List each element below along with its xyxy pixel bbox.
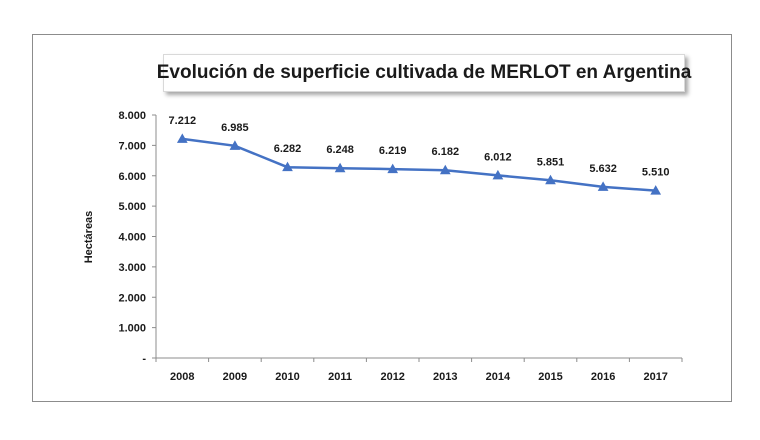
y-tick-label: 6.000 bbox=[118, 171, 146, 183]
y-tick-label: 7.000 bbox=[118, 140, 146, 152]
x-tick-label: 2011 bbox=[328, 371, 352, 383]
data-point-marker bbox=[282, 161, 293, 172]
data-point-marker bbox=[176, 133, 188, 143]
y-tick-labels: - 1.000 2.000 3.000 4.000 5.000 6.000 7.000 8.00… bbox=[118, 110, 146, 365]
data-label: 5.851 bbox=[537, 156, 565, 168]
x-tick-label: 2015 bbox=[538, 371, 562, 383]
data-label: 6.219 bbox=[379, 145, 407, 157]
chart-frame bbox=[32, 34, 732, 402]
axes bbox=[152, 114, 683, 362]
data-point-marker bbox=[492, 169, 504, 180]
y-tick-label: - bbox=[142, 353, 146, 365]
data-point-marker bbox=[597, 181, 609, 191]
x-tick-label: 2012 bbox=[380, 371, 404, 383]
data-label: 5.510 bbox=[642, 167, 670, 179]
series-line bbox=[182, 137, 656, 192]
data-label: 6.182 bbox=[432, 146, 460, 158]
x-tick-label: 2010 bbox=[275, 371, 299, 383]
x-tick-label: 2013 bbox=[433, 371, 457, 383]
data-point-marker bbox=[439, 164, 451, 175]
y-tick-label: 1.000 bbox=[118, 323, 146, 335]
x-tick-labels: 2008 2009 2010 2011 2012 2013 2014 2015 2016 2017 bbox=[170, 371, 668, 383]
data-point-marker bbox=[545, 174, 556, 185]
y-tick-label: 3.000 bbox=[118, 262, 146, 274]
chart-title: Evolución de superficie cultivada de MER… bbox=[156, 62, 692, 83]
x-tick-label: 2017 bbox=[643, 371, 667, 383]
y-tick-label: 8.000 bbox=[118, 110, 146, 122]
data-label: 6.012 bbox=[484, 151, 512, 163]
data-point-marker bbox=[387, 163, 399, 174]
y-tick-label: 2.000 bbox=[118, 292, 146, 304]
y-axis-label: Hectáreas bbox=[83, 211, 95, 264]
x-tick-label: 2016 bbox=[591, 371, 615, 383]
data-label: 6.248 bbox=[326, 144, 354, 156]
x-tick-label: 2008 bbox=[170, 371, 194, 383]
data-label: 7.212 bbox=[169, 115, 197, 127]
data-labels: 7.212 6.985 6.282 6.248 6.219 6.182 6.012 5.851… bbox=[169, 115, 670, 179]
x-tick-label: 2014 bbox=[486, 371, 511, 383]
chart-title-box: Evolución de superficie cultivada de MER… bbox=[157, 54, 691, 92]
data-point-marker bbox=[334, 162, 346, 173]
data-point-marker bbox=[229, 140, 241, 150]
y-tick-label: 4.000 bbox=[118, 232, 146, 244]
x-tick-label: 2009 bbox=[223, 371, 247, 383]
data-label: 5.632 bbox=[589, 163, 617, 175]
data-point-marker bbox=[650, 185, 662, 195]
data-label: 6.985 bbox=[221, 122, 249, 134]
data-label: 6.282 bbox=[274, 143, 302, 155]
data-markers bbox=[176, 133, 662, 195]
y-tick-label: 5.000 bbox=[118, 201, 146, 213]
